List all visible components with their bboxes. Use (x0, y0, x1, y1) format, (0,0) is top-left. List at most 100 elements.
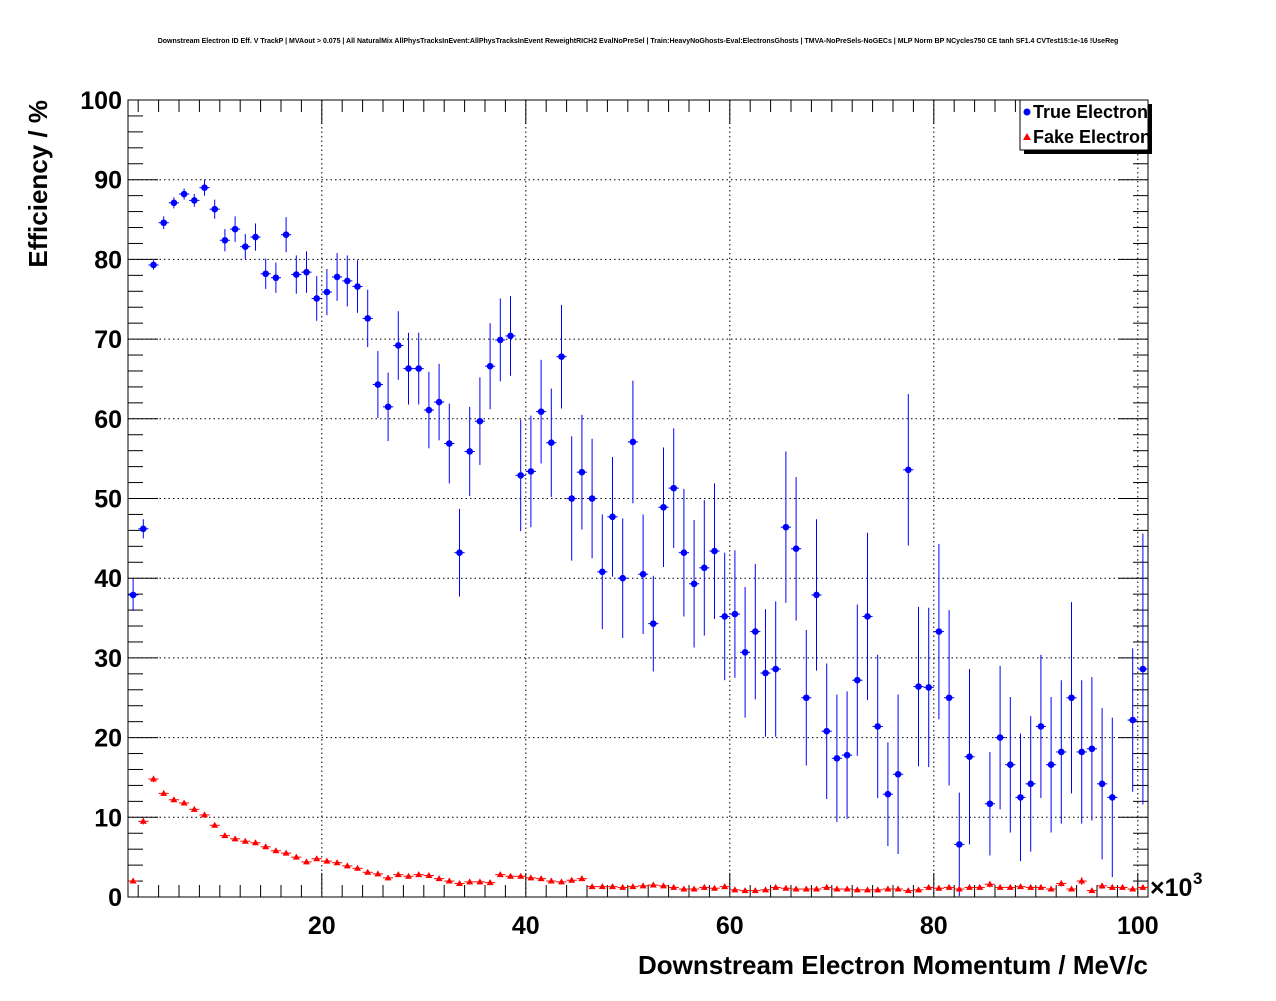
data-point (823, 727, 830, 735)
data-point (425, 406, 433, 414)
data-point (1129, 885, 1137, 892)
data-point (231, 225, 239, 233)
data-point (680, 549, 688, 556)
y-axis-title: Efficiency / % (23, 100, 53, 268)
data-point (415, 871, 423, 878)
axis-tick-labels: 0 10 20 30 40 50 60 70 80 90 100 20 40 60 80 100 (80, 87, 1158, 940)
data-point (1057, 879, 1065, 886)
data-point (609, 513, 616, 521)
data-point (252, 233, 259, 241)
data-point (568, 495, 575, 502)
data-point (966, 883, 973, 890)
data-point (405, 872, 412, 879)
data-point (1006, 883, 1014, 890)
data-point (1007, 761, 1014, 768)
x-axis-multiplier: ×10 3 (1150, 869, 1202, 902)
data-point (578, 468, 586, 476)
data-point (1047, 885, 1055, 892)
data-point (1088, 887, 1096, 894)
data-point (609, 883, 616, 890)
data-point (507, 872, 514, 879)
data-point (1078, 748, 1085, 756)
data-point (201, 811, 208, 818)
data-point (486, 879, 494, 886)
data-point (1139, 883, 1147, 890)
series-true-electron (128, 179, 1148, 897)
data-point (456, 549, 463, 556)
data-point (1027, 883, 1035, 890)
data-point (690, 580, 698, 588)
data-point (333, 273, 341, 281)
data-point (139, 817, 147, 824)
data-point (394, 871, 402, 878)
data-point (211, 205, 218, 213)
data-point (170, 796, 178, 803)
data-point (853, 886, 861, 893)
data-point (578, 875, 586, 882)
data-point (1047, 761, 1055, 768)
data-point (650, 620, 657, 627)
data-point (955, 885, 963, 892)
data-point (823, 883, 831, 890)
data-point (1098, 780, 1106, 788)
data-point (762, 669, 769, 677)
data-point (446, 440, 453, 447)
chart-title: Downstream Electron ID Eff. V TrackP | M… (158, 38, 1119, 45)
data-point (996, 883, 1004, 890)
data-point (170, 199, 178, 207)
data-point (864, 886, 871, 893)
data-point (1109, 794, 1116, 801)
data-point (343, 862, 351, 869)
data-point (415, 365, 423, 372)
data-point (629, 438, 637, 446)
x-tick-label: 60 (716, 912, 744, 940)
data-point (445, 877, 453, 884)
data-point (405, 365, 412, 372)
data-point (731, 886, 739, 893)
data-point (333, 859, 341, 866)
data-point (191, 197, 198, 204)
y-tick-label: 0 (108, 884, 122, 912)
data-point (242, 243, 249, 250)
data-point (874, 723, 881, 730)
data-point (374, 870, 382, 877)
data-point (527, 874, 535, 881)
data-point (629, 883, 637, 890)
data-point (344, 277, 351, 285)
data-point (1068, 694, 1075, 702)
data-point (231, 835, 239, 842)
data-point (986, 800, 994, 808)
data-point (354, 283, 361, 290)
data-point (282, 231, 290, 238)
data-point (843, 885, 851, 892)
data-point (956, 841, 963, 848)
data-point (660, 882, 667, 889)
data-point (721, 883, 729, 890)
data-point (792, 545, 800, 553)
data-point (1037, 723, 1045, 730)
data-point (945, 694, 953, 702)
data-point (976, 883, 984, 890)
data-point (751, 887, 759, 894)
data-point (925, 883, 933, 890)
data-point (588, 495, 596, 502)
data-point (802, 885, 810, 892)
data-point (211, 821, 219, 828)
data-point (1129, 716, 1136, 724)
x-tick-label: 80 (920, 912, 948, 940)
x-tick-label: 100 (1117, 912, 1159, 940)
data-point (140, 525, 147, 533)
data-point (874, 886, 882, 893)
data-point (395, 342, 402, 349)
y-tick-label: 20 (94, 725, 122, 753)
data-point (160, 789, 168, 796)
data-point (619, 883, 627, 890)
data-point (364, 315, 372, 322)
data-point (945, 883, 953, 890)
data-point (1058, 748, 1065, 756)
data-point (272, 274, 280, 282)
series-fake-electron (128, 775, 1148, 894)
data-point (435, 875, 443, 882)
data-point (282, 849, 290, 856)
